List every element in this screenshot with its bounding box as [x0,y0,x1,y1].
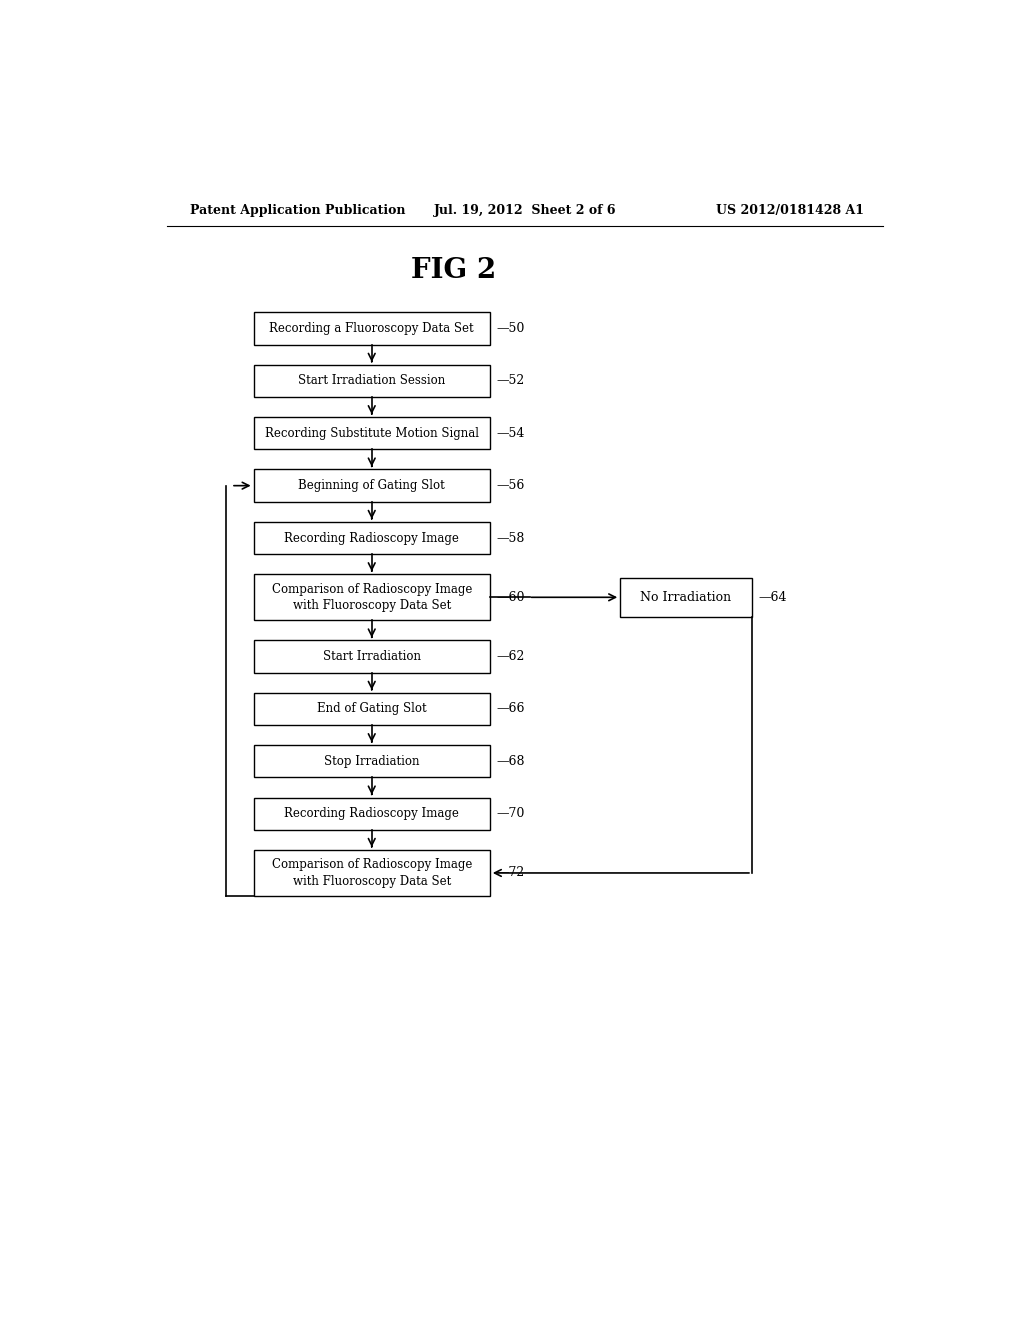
Text: —70: —70 [496,807,524,820]
Bar [254,850,489,896]
Text: No Irradiation: No Irradiation [640,591,731,603]
Text: Comparison of Radioscopy Image
with Fluoroscopy Data Set: Comparison of Radioscopy Image with Fluo… [271,858,472,888]
Bar [254,521,489,554]
Bar [254,470,489,502]
Text: Recording Radioscopy Image: Recording Radioscopy Image [285,532,459,545]
Bar [254,640,489,673]
Text: —66: —66 [496,702,524,715]
Text: Beginning of Gating Slot: Beginning of Gating Slot [298,479,445,492]
Bar [254,797,489,830]
Text: —68: —68 [496,755,524,768]
Text: —54: —54 [496,426,524,440]
Bar [254,417,489,450]
Text: —56: —56 [496,479,524,492]
Text: —58: —58 [496,532,524,545]
Text: Recording Radioscopy Image: Recording Radioscopy Image [285,807,459,820]
Text: Patent Application Publication: Patent Application Publication [190,205,406,218]
Bar [254,313,489,345]
Text: —62: —62 [496,649,524,663]
Text: Stop Irradiation: Stop Irradiation [324,755,420,768]
Text: —50: —50 [496,322,524,335]
Text: Start Irradiation Session: Start Irradiation Session [298,375,445,388]
Text: US 2012/0181428 A1: US 2012/0181428 A1 [716,205,864,218]
Text: Recording Substitute Motion Signal: Recording Substitute Motion Signal [265,426,479,440]
Text: Comparison of Radioscopy Image
with Fluoroscopy Data Set: Comparison of Radioscopy Image with Fluo… [271,582,472,612]
Text: Jul. 19, 2012  Sheet 2 of 6: Jul. 19, 2012 Sheet 2 of 6 [433,205,616,218]
Bar [254,693,489,725]
Text: Recording a Fluoroscopy Data Set: Recording a Fluoroscopy Data Set [269,322,474,335]
Bar [254,574,489,620]
Text: Start Irradiation: Start Irradiation [323,649,421,663]
Bar [254,744,489,777]
Text: —60: —60 [496,591,524,603]
Text: End of Gating Slot: End of Gating Slot [316,702,427,715]
Bar [621,578,752,616]
Text: —64: —64 [758,591,786,603]
Text: FIG 2: FIG 2 [411,256,496,284]
Bar [254,364,489,397]
Text: —72: —72 [496,866,524,879]
Text: —52: —52 [496,375,524,388]
